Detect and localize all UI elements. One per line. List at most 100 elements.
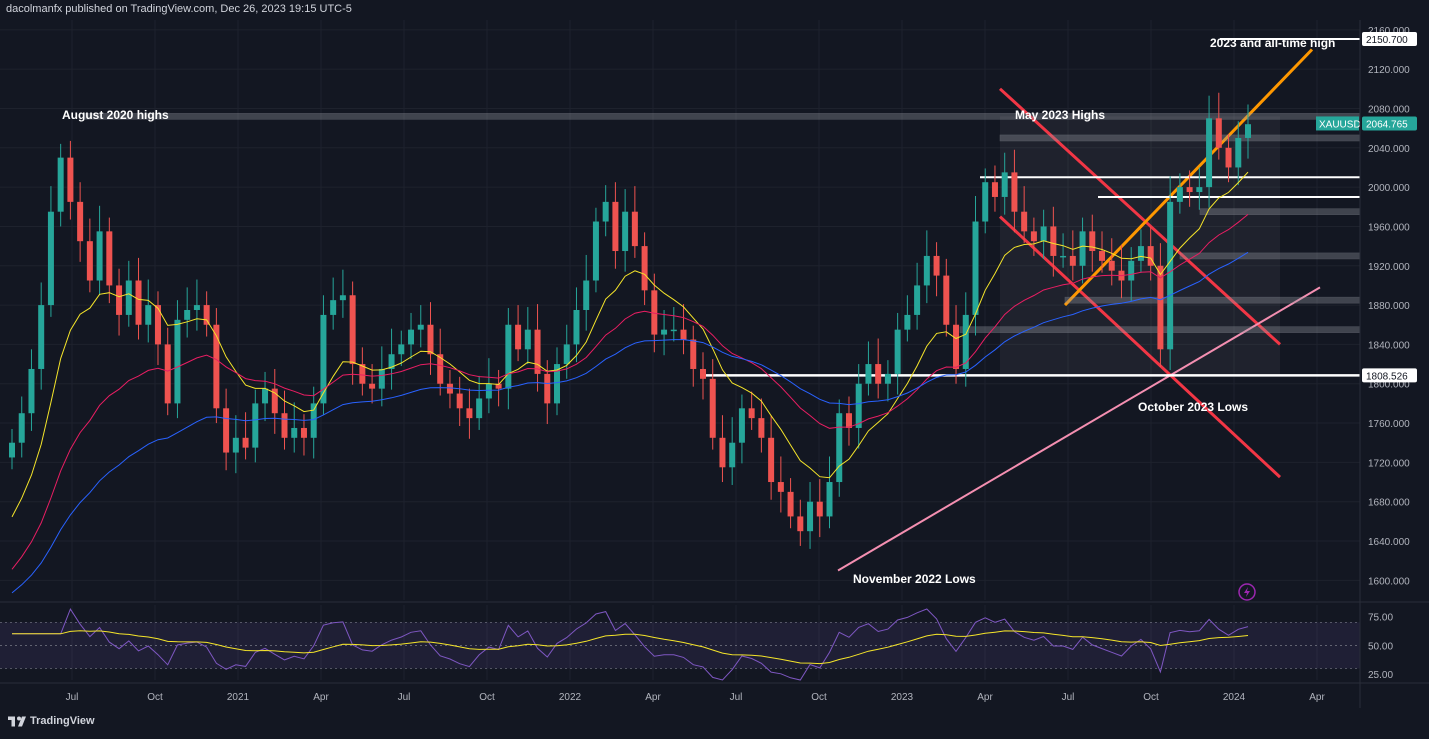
candle (758, 418, 765, 438)
candle (651, 290, 658, 335)
candle (300, 427, 307, 438)
candle (894, 329, 901, 374)
candle (28, 368, 35, 414)
candle (943, 275, 950, 325)
candle (271, 388, 278, 414)
time-tick-label: 2021 (227, 692, 250, 703)
candle (1176, 187, 1183, 202)
time-tick-label: Apr (313, 692, 329, 703)
time-tick-label: Jul (398, 692, 411, 703)
candle (602, 201, 609, 222)
rsi-pane[interactable]: 75.00 50.00 25.00 (0, 20, 1429, 708)
price-tick-label: 1920.000 (1368, 262, 1410, 273)
candle (797, 516, 804, 532)
candle (777, 482, 784, 492)
candle (135, 280, 142, 325)
candle (1108, 260, 1115, 271)
candle (213, 324, 220, 409)
annotation-label: November 2022 Lows (853, 572, 976, 586)
candle (242, 437, 249, 448)
candle (1021, 211, 1028, 232)
annotation-label: 2023 and all-time high (1210, 36, 1335, 50)
candle (914, 285, 921, 315)
candle (38, 305, 45, 369)
candle (495, 383, 502, 389)
time-axis[interactable]: Jul Oct 2021 Apr Jul Oct 2022 Apr Jul Oct 2023 Apr J… (66, 692, 1326, 703)
candle (875, 364, 882, 384)
price-tick-label: 1640.000 (1368, 537, 1410, 548)
level-zone (84, 113, 1361, 120)
candle (1245, 124, 1251, 138)
time-tick-label: Apr (1309, 692, 1325, 703)
price-tick-label: 1760.000 (1368, 419, 1410, 430)
price-tag-value: 1808.526 (1366, 371, 1408, 382)
candle (641, 246, 648, 291)
candle (174, 319, 181, 404)
candle (515, 324, 522, 350)
rsi-tick-label: 50.00 (1368, 641, 1393, 652)
candle (437, 354, 444, 384)
candle (1235, 137, 1242, 168)
support-trendline (837, 286, 1321, 572)
candle (1050, 226, 1057, 256)
time-tick-label: Oct (479, 692, 495, 703)
candle (991, 182, 998, 197)
candle (417, 324, 424, 330)
candle (154, 305, 161, 345)
candle (96, 231, 103, 281)
candle (476, 398, 483, 419)
channel-lower-line (998, 215, 1282, 479)
candle (378, 368, 385, 389)
tradingview-logo-icon (8, 716, 26, 726)
candle (1099, 251, 1106, 261)
candle (427, 324, 434, 355)
candles (9, 92, 1251, 549)
candle (1040, 226, 1047, 242)
price-tick-label: 1680.000 (1368, 498, 1410, 509)
candle (729, 442, 736, 468)
rsi-tick-label: 25.00 (1368, 670, 1393, 681)
candle (505, 324, 512, 389)
price-axis[interactable]: 2160.000 2120.000 2080.000 2040.000 2000.000… (1316, 26, 1417, 588)
grid (0, 20, 1360, 680)
lightning-icon[interactable] (1238, 583, 1256, 601)
candle (398, 344, 405, 355)
candle (563, 344, 570, 365)
candle (1137, 246, 1144, 261)
price-tick-label: 1840.000 (1368, 340, 1410, 351)
candle (77, 201, 84, 242)
tradingview-footer[interactable]: TradingView (8, 715, 95, 727)
candle (923, 255, 930, 286)
ema-slow-line (11, 251, 1249, 594)
shaded-zone (1000, 116, 1280, 376)
price-tag (1362, 31, 1417, 46)
time-tick-label: Apr (645, 692, 661, 703)
annotations: August 2020 highs May 2023 Highs 2023 and … (62, 36, 1335, 586)
candle (855, 383, 862, 428)
candle (1157, 265, 1164, 350)
candle (953, 324, 960, 369)
candle (164, 344, 171, 404)
time-tick-label: Oct (1143, 692, 1159, 703)
candle (933, 255, 940, 276)
candle (1060, 255, 1067, 258)
candle (1186, 187, 1193, 193)
candle (982, 182, 989, 222)
rsi-ma-line (12, 630, 1249, 665)
candle (1011, 172, 1018, 212)
candle (1225, 147, 1232, 168)
candle (106, 231, 113, 286)
rsi-line (12, 608, 1249, 681)
candle (719, 437, 726, 468)
time-tick-label: 2022 (559, 692, 582, 703)
candle (554, 364, 561, 404)
candle (67, 157, 74, 202)
candle (349, 295, 356, 365)
candle (1001, 172, 1008, 197)
candle (184, 310, 191, 320)
time-tick-label: Oct (811, 692, 827, 703)
candle (787, 491, 794, 517)
candle (884, 373, 891, 384)
candle (1196, 187, 1203, 193)
